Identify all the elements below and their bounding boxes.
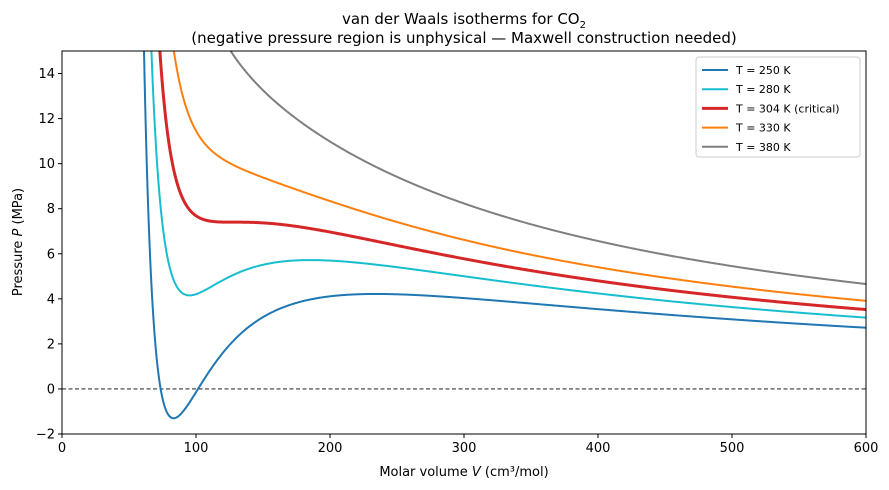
legend-label-304k: T = 304 K (critical) (735, 102, 840, 115)
legend-box (695, 56, 861, 158)
x-tick-label: 600 (854, 441, 879, 456)
legend-label-330k: T = 330 K (735, 122, 791, 135)
legend-label-380k: T = 380 K (735, 141, 791, 154)
y-tick-label: −2 (36, 428, 55, 443)
y-tick-label: 14 (38, 67, 55, 82)
y-tick-label: 4 (47, 292, 55, 307)
series-line-304k (158, 51, 866, 312)
x-tick-label: 400 (586, 441, 611, 456)
legend-label-250k: T = 250 K (735, 64, 791, 77)
chart-title-line2: (negative pressure region is unphysical … (191, 29, 737, 47)
x-tick-label: 200 (318, 441, 343, 456)
series-line-250k (143, 51, 866, 420)
chart-title-line1: van der Waals isotherms for CO2 (342, 10, 586, 31)
x-axis-label: Molar volume V (cm³/mol) (379, 465, 548, 480)
y-tick-label: 12 (38, 112, 55, 127)
x-tick-label: 300 (452, 441, 477, 456)
y-tick-label: 0 (47, 382, 55, 397)
chart-title-subscript: 2 (580, 20, 586, 31)
y-tick-label: 8 (47, 202, 55, 217)
series-line-330k (172, 51, 866, 302)
y-tick-label: 6 (47, 247, 55, 262)
y-axis-label: Pressure P (MPa) (11, 188, 26, 296)
legend-label-280k: T = 280 K (735, 83, 791, 96)
x-tick-label: 100 (184, 441, 209, 456)
legend: T = 250 K T = 280 K T = 304 K (critical) T … (695, 56, 861, 158)
y-tick-label: 10 (38, 157, 55, 172)
series-line-280k (150, 51, 866, 319)
x-tick-label: 0 (58, 441, 66, 456)
x-tick-label: 500 (720, 441, 745, 456)
series-line-380k (229, 51, 866, 286)
y-tick-label: 2 (47, 337, 55, 352)
